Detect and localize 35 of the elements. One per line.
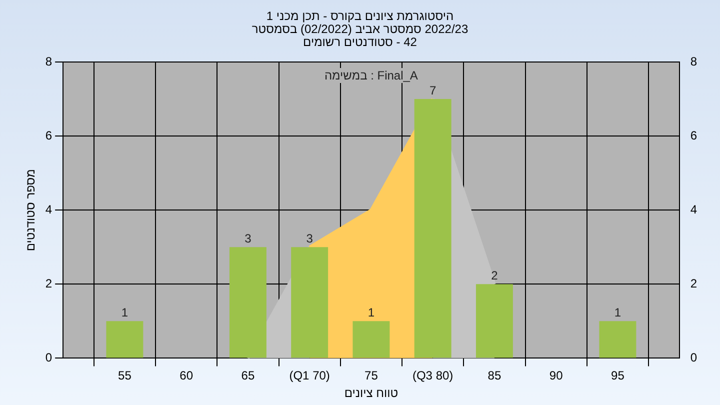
x-tick-label: 85 [488,368,502,383]
y-tick-label: 6 [45,128,52,142]
y2-tick-label: 6 [690,128,698,142]
y-tick-label: 0 [45,350,52,365]
data-label: 1 [614,305,622,320]
y2-tick-label: 0 [690,350,698,365]
x-tick-label: 65 [241,368,255,383]
annotation: במשימה : Final_A [324,68,418,82]
data-label: 1 [368,305,375,320]
y-tick-label: 2 [45,276,52,290]
data-label: 2 [491,268,498,282]
y-axis-title: מספר סטודנטים [24,169,38,252]
y2-tick-label: 4 [690,202,698,216]
data-label: 1 [121,305,128,320]
y2-tick-label: 2 [690,276,698,290]
x-tick-label: 95 [611,368,625,383]
x-tick-label: 75 [364,368,378,383]
bar [106,321,144,358]
x-tick-label: 90 [549,368,564,383]
data-label: 7 [429,83,436,98]
x-axis-title: טווח ציונים [344,386,398,400]
bar [352,321,390,358]
y-tick-label: 4 [45,202,52,216]
bar [476,284,513,358]
x-tick-label: (Q3 80) [412,368,454,383]
bar [599,321,636,358]
chart-subtitle: 2022/23 סמסטר אביב (02/2022) בסמסטר 42 - סטודנטים רשומים [250,22,470,49]
x-tick-label: 60 [180,368,194,383]
x-tick-label: 55 [118,368,132,383]
chart-title: היסטוגרמת ציונים בקורס - תכן מכני 1 [265,9,455,23]
data-label: 3 [244,231,252,246]
data-label: 3 [306,231,314,246]
x-tick-label: (Q1 70) [289,368,330,383]
y-tick-label: 8 [45,54,52,68]
y2-tick-label: 8 [690,54,698,68]
